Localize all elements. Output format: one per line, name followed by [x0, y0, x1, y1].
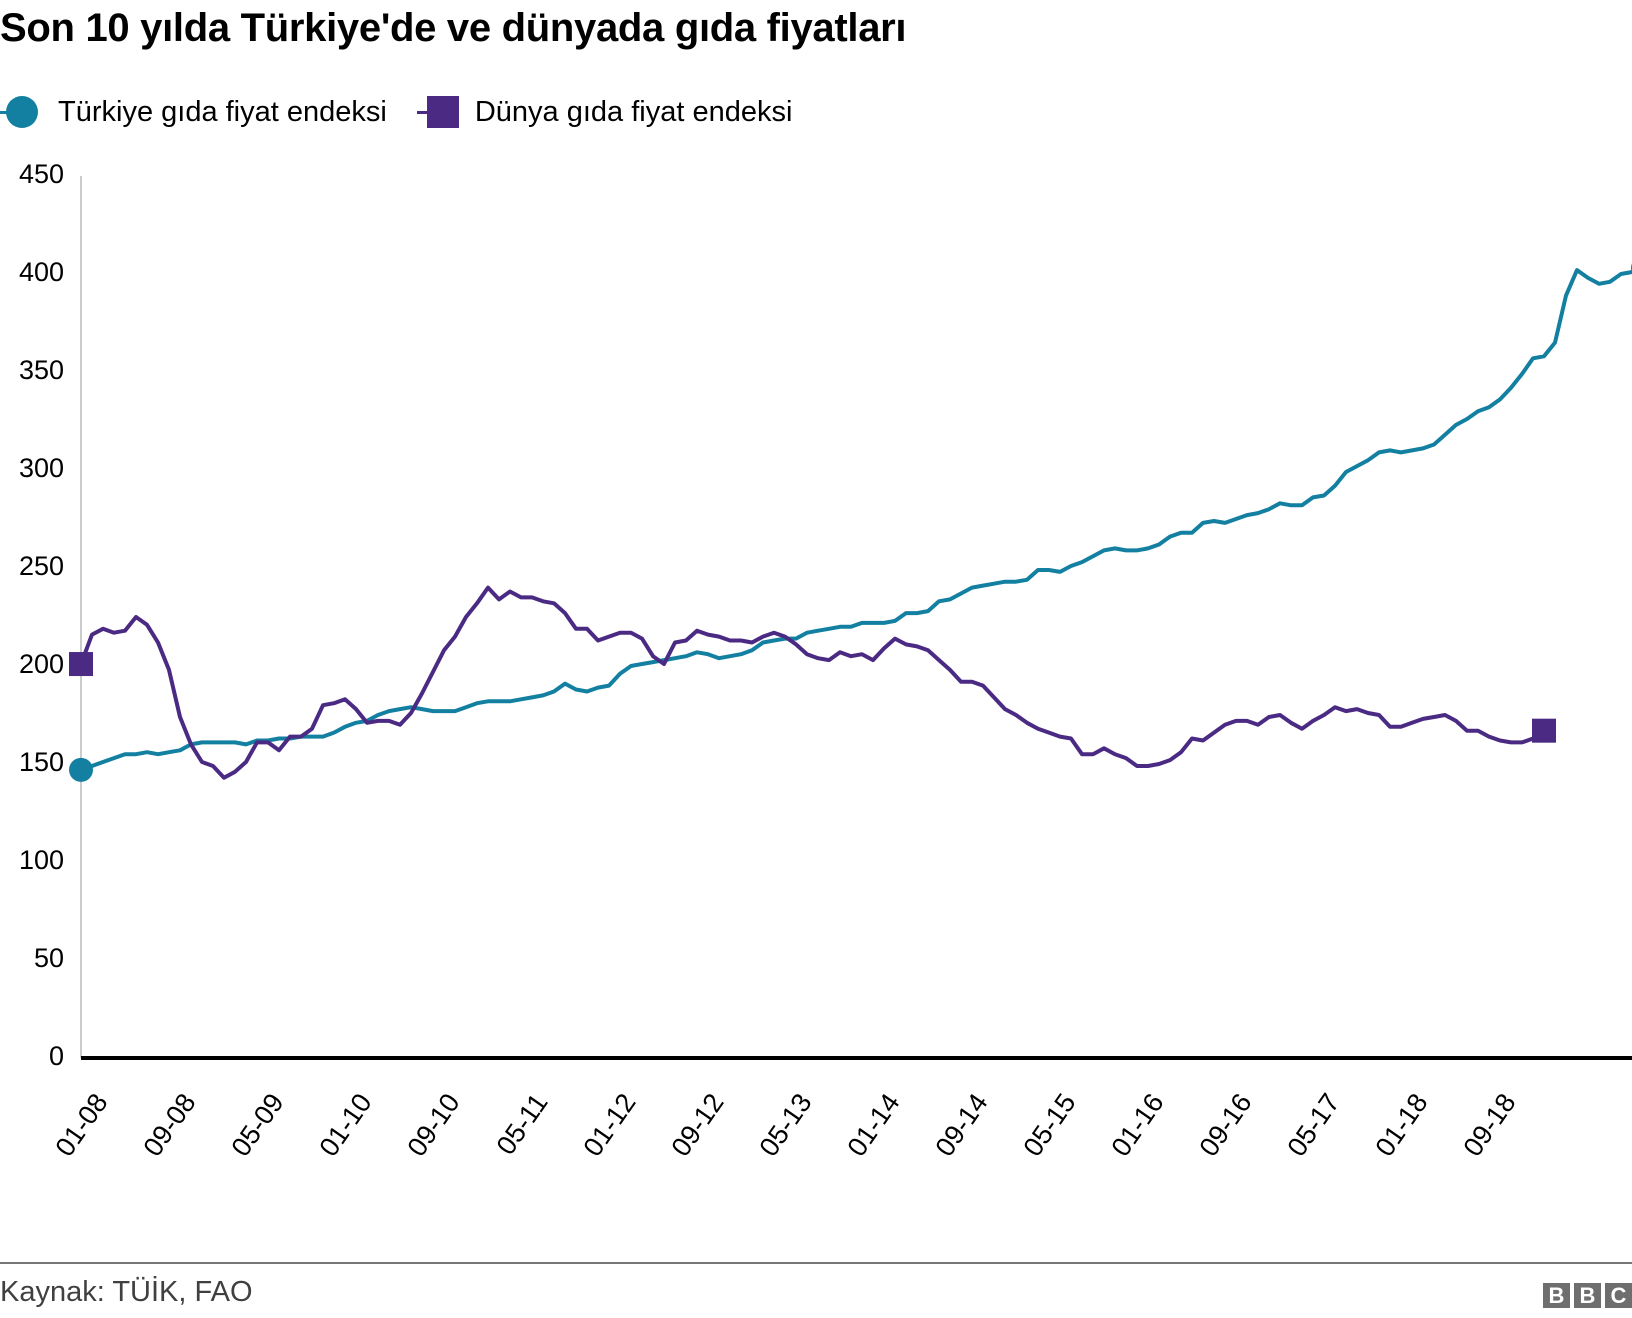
line-chart: 0 50 100 150 200 250 300 350 400 450 01-08 09-08 05…	[0, 150, 1632, 1220]
y-tick-label: 450	[18, 159, 64, 189]
circle-marker-icon	[0, 92, 44, 132]
legend-item-turkey: Türkiye gıda fiyat endeksi	[0, 92, 387, 132]
legend: Türkiye gıda fiyat endeksi Dünya gıda fi…	[0, 90, 822, 134]
y-tick-label: 0	[48, 1041, 64, 1071]
y-tick-label: 350	[18, 355, 64, 385]
turkey-start-marker	[69, 757, 93, 782]
y-tick-label: 100	[18, 845, 64, 875]
legend-label-turkey: Türkiye gıda fiyat endeksi	[58, 95, 387, 128]
legend-item-world: Dünya gıda fiyat endeksi	[416, 92, 793, 132]
y-tick-label: 50	[33, 943, 64, 973]
y-tick-label: 300	[18, 453, 64, 483]
source-note: Kaynak: TÜİK, FAO	[0, 1276, 253, 1308]
chart-title: Son 10 yılda Türkiye'de ve dünyada gıda …	[0, 6, 907, 50]
y-tick-label: 400	[18, 257, 64, 287]
turkey-series-line	[80, 268, 1632, 772]
y-tick-label: 250	[18, 551, 64, 581]
square-marker-icon	[416, 92, 461, 132]
world-end-marker	[1532, 718, 1556, 743]
world-start-marker	[69, 652, 93, 677]
bbc-logo: B B C	[1539, 1283, 1632, 1308]
y-tick-label: 150	[18, 747, 64, 777]
legend-label-world: Dünya gıda fiyat endeksi	[474, 95, 793, 128]
y-tick-label: 200	[18, 649, 64, 679]
world-series-line	[79, 585, 1546, 780]
footer-divider	[0, 1262, 1632, 1264]
plot-area	[69, 176, 1632, 1060]
